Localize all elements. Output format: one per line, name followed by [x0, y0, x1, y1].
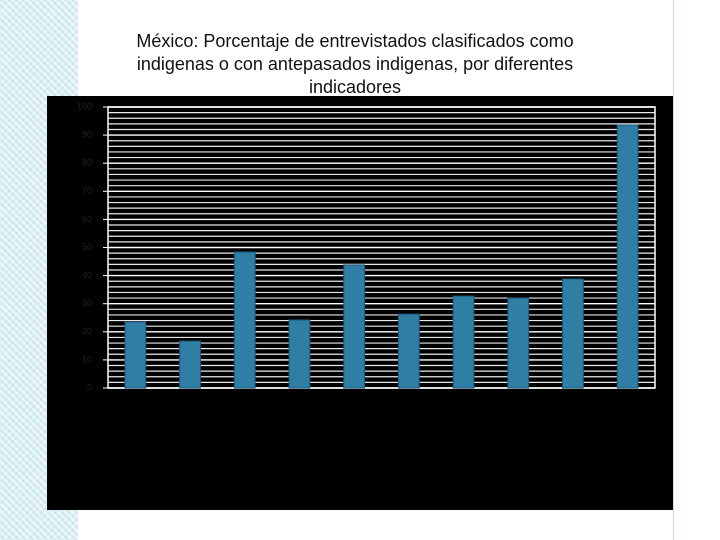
bar — [288, 319, 311, 389]
bar — [507, 297, 530, 389]
y-tick-label: 80 — [82, 158, 92, 168]
y-tick-label: 20 — [82, 326, 92, 336]
bar — [124, 321, 147, 389]
y-tick-label: 100 — [77, 101, 92, 111]
y-tick-label: 60 — [82, 214, 92, 224]
chart-title: México: Porcentaje de entrevistados clas… — [136, 31, 574, 97]
y-tick-label: 0 — [87, 382, 92, 392]
bar — [562, 278, 584, 389]
bar — [233, 251, 256, 389]
bar — [616, 124, 639, 389]
y-tick-label: 10 — [82, 354, 92, 364]
y-tick-label: 30 — [82, 298, 92, 308]
y-tick-label: 70 — [82, 186, 92, 196]
bar — [452, 295, 475, 389]
y-tick-label: 40 — [82, 270, 92, 280]
y-tick-label: 50 — [82, 242, 92, 252]
bar — [179, 340, 201, 389]
plot-frame — [107, 106, 656, 389]
bar — [397, 313, 420, 389]
slide-border — [673, 0, 674, 540]
y-tick-label: 90 — [82, 129, 92, 139]
bar — [343, 264, 366, 389]
